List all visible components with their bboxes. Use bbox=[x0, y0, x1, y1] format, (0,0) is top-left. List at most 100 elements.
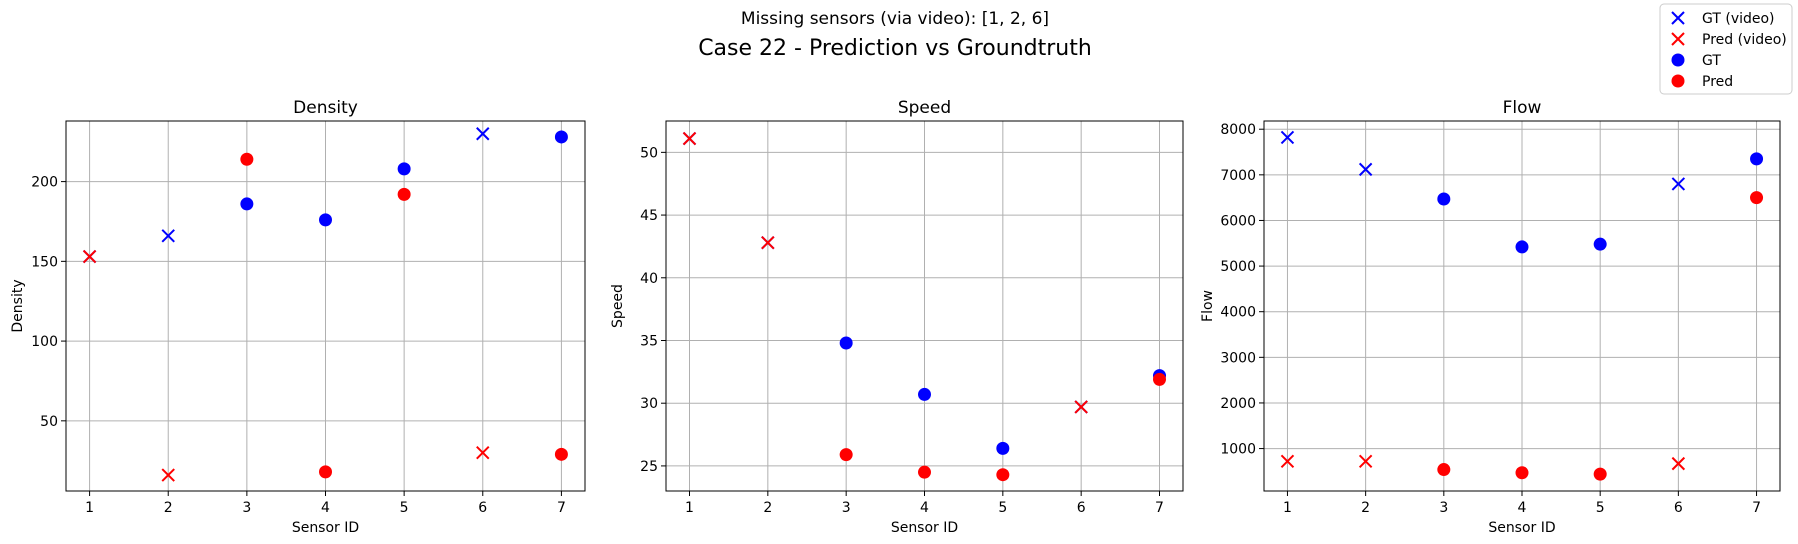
density-pred-point bbox=[397, 187, 411, 201]
flow-gt-video-point bbox=[1280, 130, 1295, 145]
legend: GT (video) Pred (video) GT Pred bbox=[1659, 3, 1793, 95]
speed-pred-point bbox=[839, 448, 853, 462]
flow-title: Flow bbox=[1503, 98, 1542, 118]
x-tick-label: 2 bbox=[164, 500, 173, 516]
y-tick-label: 25 bbox=[640, 459, 658, 475]
flow-gt-point bbox=[1750, 152, 1764, 166]
speed-y-axis-label: Speed bbox=[610, 284, 626, 328]
x-tick-label: 7 bbox=[1155, 500, 1164, 516]
x-tick-label: 1 bbox=[85, 500, 94, 516]
legend-marker-gt bbox=[1671, 53, 1685, 67]
speed-grid bbox=[666, 121, 1183, 491]
x-tick-label: 6 bbox=[1077, 500, 1086, 516]
speed-pred-video-point bbox=[1074, 400, 1088, 414]
density-x-axis-label: Sensor ID bbox=[292, 520, 359, 536]
legend-label: Pred (video) bbox=[1702, 32, 1787, 48]
x-tick-label: 4 bbox=[1518, 500, 1527, 516]
y-tick-label: 1000 bbox=[1220, 442, 1256, 458]
x-tick-label: 7 bbox=[1752, 500, 1761, 516]
density-pred-point bbox=[319, 465, 332, 479]
legend-marker-pred bbox=[1671, 74, 1685, 88]
x-tick-label: 5 bbox=[1596, 500, 1605, 516]
x-tick-label: 6 bbox=[1674, 500, 1683, 516]
x-tick-label: 7 bbox=[557, 500, 566, 516]
density-gt-point bbox=[397, 162, 411, 176]
flow-gt-point bbox=[1515, 240, 1529, 254]
density-y-axis-label: Density bbox=[10, 279, 26, 332]
x-tick-label: 5 bbox=[998, 500, 1007, 516]
density-gt-video-point bbox=[476, 127, 490, 141]
density-pred-video-point bbox=[161, 468, 175, 482]
y-tick-label: 50 bbox=[40, 414, 58, 430]
x-tick-label: 6 bbox=[478, 500, 487, 516]
y-tick-label: 6000 bbox=[1220, 213, 1256, 229]
flow-gt-video-point bbox=[1358, 162, 1373, 177]
y-tick-label: 4000 bbox=[1220, 305, 1256, 321]
y-tick-label: 30 bbox=[640, 396, 658, 412]
x-tick-label: 5 bbox=[400, 500, 409, 516]
density-gt-video-point bbox=[161, 229, 175, 243]
y-tick-label: 5000 bbox=[1220, 259, 1256, 275]
y-tick-label: 200 bbox=[31, 175, 58, 191]
y-tick-label: 150 bbox=[31, 254, 58, 270]
y-tick-label: 50 bbox=[640, 145, 658, 161]
flow-pred-point bbox=[1593, 467, 1607, 481]
flow-pred-point bbox=[1515, 466, 1529, 480]
flow-pred-video-point bbox=[1358, 454, 1373, 469]
flow-panel: 1 2 3 4 5 6 7 1000 2000 3000 4000 5000 6000 7000 8000 F… bbox=[1200, 98, 1781, 536]
flow-y-axis-label: Flow bbox=[1200, 290, 1216, 322]
speed-pred-video-point bbox=[682, 131, 697, 146]
legend-label: Pred bbox=[1702, 74, 1733, 90]
density-gt-point bbox=[554, 130, 568, 144]
figure-subtitle: Missing sensors (via video): [1, 2, 6] bbox=[741, 9, 1049, 29]
speed-title: Speed bbox=[898, 98, 951, 118]
flow-gt-video-point bbox=[1671, 177, 1686, 191]
flow-grid bbox=[1264, 121, 1780, 491]
x-tick-label: 1 bbox=[1283, 500, 1292, 516]
speed-x-axis-label: Sensor ID bbox=[891, 520, 958, 536]
density-pred-video-point bbox=[82, 249, 97, 264]
x-tick-label: 3 bbox=[1439, 500, 1448, 516]
density-grid bbox=[66, 121, 585, 491]
density-pred-video-point bbox=[476, 446, 490, 460]
x-tick-label: 2 bbox=[1361, 500, 1370, 516]
density-gt-point bbox=[319, 213, 332, 227]
y-tick-label: 7000 bbox=[1220, 168, 1256, 184]
figure-title: Case 22 - Prediction vs Groundtruth bbox=[698, 36, 1092, 61]
legend-box bbox=[1659, 3, 1793, 95]
speed-gt-point bbox=[839, 336, 853, 350]
x-tick-label: 4 bbox=[920, 500, 929, 516]
y-tick-label: 40 bbox=[640, 271, 658, 287]
x-tick-label: 1 bbox=[685, 500, 694, 516]
x-tick-label: 3 bbox=[242, 500, 251, 516]
y-tick-label: 100 bbox=[31, 334, 58, 350]
flow-pred-point bbox=[1750, 191, 1764, 205]
density-gt-point bbox=[240, 197, 254, 211]
y-tick-label: 35 bbox=[640, 333, 658, 349]
y-tick-label: 2000 bbox=[1220, 396, 1256, 412]
speed-pred-point bbox=[1153, 372, 1166, 386]
flow-pred-video-point bbox=[1671, 456, 1686, 471]
x-tick-label: 3 bbox=[842, 500, 851, 516]
flow-pred-video-point bbox=[1280, 454, 1295, 469]
speed-pred-video-point bbox=[761, 235, 775, 250]
y-tick-label: 3000 bbox=[1220, 350, 1256, 366]
speed-pred-point bbox=[996, 468, 1010, 482]
flow-gt-point bbox=[1593, 237, 1607, 251]
x-tick-label: 2 bbox=[763, 500, 772, 516]
density-pred-point bbox=[554, 447, 568, 461]
speed-pred-point bbox=[918, 465, 931, 479]
legend-label: GT (video) bbox=[1702, 11, 1775, 27]
speed-gt-point bbox=[918, 387, 931, 401]
flow-gt-point bbox=[1437, 192, 1451, 206]
legend-marker-gt-video bbox=[1671, 11, 1685, 25]
x-tick-label: 4 bbox=[321, 500, 330, 516]
density-title: Density bbox=[293, 98, 358, 118]
speed-gt-point bbox=[996, 441, 1010, 455]
density-pred-point bbox=[240, 152, 254, 166]
legend-label: GT bbox=[1702, 53, 1721, 69]
density-panel: 1 2 3 4 5 6 7 50 100 150 200 Density Sensor ID Densit… bbox=[10, 98, 586, 536]
flow-x-axis-label: Sensor ID bbox=[1488, 520, 1555, 536]
